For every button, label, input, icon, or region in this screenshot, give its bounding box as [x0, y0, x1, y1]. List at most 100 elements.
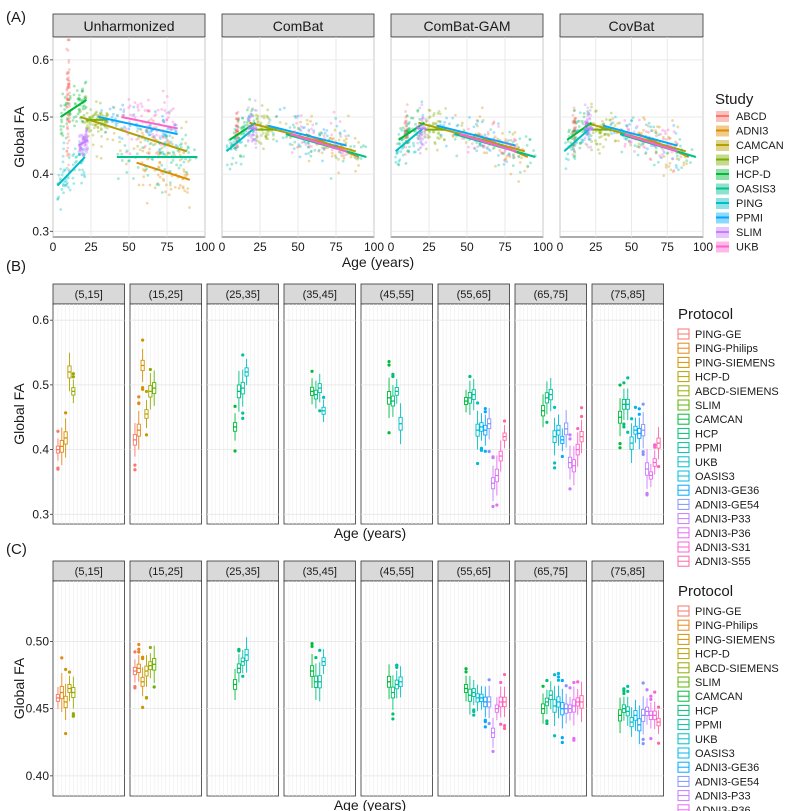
point-ping [570, 148, 574, 152]
point-adni3 [649, 158, 653, 162]
point-oasis3 [155, 183, 159, 186]
point-hcp-d [81, 87, 84, 91]
point-camcan [182, 151, 186, 155]
point-oasis3 [364, 145, 368, 149]
point-camcan [305, 118, 309, 122]
point-oasis3 [502, 162, 506, 166]
point-oasis3 [512, 153, 515, 157]
point-hcp [598, 152, 601, 155]
x-tick-label: 25 [84, 240, 98, 254]
point-abcd [235, 124, 238, 127]
point-hcp [99, 111, 103, 115]
point-ping [233, 127, 237, 131]
point-ping [584, 123, 588, 126]
point-ping [56, 197, 60, 201]
point-adni3 [641, 142, 645, 145]
point-hcp-d [68, 95, 72, 98]
point-ppmi [492, 131, 496, 134]
point-oasis3 [525, 143, 529, 147]
point-abcd [572, 119, 576, 123]
point-oasis3 [158, 150, 162, 154]
point-hcp-d [570, 132, 574, 136]
point-abcd [404, 136, 408, 140]
point-hcp-d [418, 117, 422, 121]
point-ping [59, 208, 63, 211]
point-camcan [309, 150, 313, 154]
point-hcp [428, 130, 432, 134]
point-abcd [67, 79, 71, 83]
point-hcp [604, 138, 608, 141]
point-ping [73, 161, 77, 164]
point-ppmi [335, 144, 339, 148]
point-ukb [470, 142, 474, 146]
outlier-point [656, 705, 661, 709]
point-oasis3 [285, 135, 288, 139]
outlier-point [541, 684, 545, 688]
point-ukb [643, 146, 647, 150]
point-camcan [617, 139, 620, 143]
point-slim [85, 151, 88, 154]
point-abcd [403, 122, 407, 126]
point-hcp-d [581, 130, 585, 134]
point-ukb [149, 117, 153, 121]
point-camcan [178, 158, 182, 162]
point-oasis3 [481, 144, 485, 148]
point-slim [586, 120, 589, 124]
point-ukb [341, 151, 345, 155]
point-hcp-d [68, 112, 72, 116]
point-hcp [437, 109, 441, 113]
point-ppmi [662, 151, 666, 154]
point-hcp-d [237, 136, 241, 140]
point-abcd [66, 113, 70, 117]
point-slim [80, 152, 84, 156]
point-slim [252, 133, 256, 137]
point-slim [81, 137, 85, 141]
point-hcp-d [59, 132, 63, 136]
point-slim [86, 147, 89, 151]
point-camcan [149, 141, 153, 145]
outlier-point [560, 740, 564, 745]
point-ukb [146, 128, 150, 131]
point-camcan [151, 135, 155, 139]
point-hcp [85, 111, 89, 115]
point-slim [84, 143, 88, 147]
point-ping [407, 128, 411, 131]
point-hcp-d [589, 124, 593, 127]
outlier-point [622, 689, 626, 693]
point-ukb [514, 147, 518, 151]
point-adni3 [508, 155, 512, 159]
point-ukb [495, 140, 498, 144]
point-hcp-d [251, 114, 254, 117]
point-ukb [170, 108, 173, 112]
point-ukb [338, 120, 342, 123]
point-ukb [290, 151, 294, 154]
fit-line-ping [394, 127, 424, 153]
point-abcd [65, 94, 69, 98]
point-ping [82, 154, 86, 158]
point-slim [421, 116, 424, 120]
point-slim [246, 139, 250, 143]
point-slim [420, 133, 424, 137]
point-oasis3 [293, 114, 297, 118]
point-hcp [99, 123, 103, 127]
point-ping [564, 157, 568, 161]
point-hcp-d [59, 104, 63, 108]
point-slim [78, 145, 82, 149]
outlier-point [637, 407, 641, 411]
point-slim [587, 132, 591, 136]
point-hcp-d [64, 101, 68, 105]
point-abcd [66, 146, 70, 150]
point-camcan [320, 151, 324, 155]
point-slim [246, 132, 250, 136]
point-hcp-d [72, 93, 76, 97]
outlier-point [576, 680, 580, 684]
facet-title-bin: (65,75] [534, 566, 568, 578]
point-hcp [605, 132, 609, 136]
point-ping [61, 182, 65, 186]
point-oasis3 [518, 170, 522, 174]
point-hcp [85, 127, 88, 130]
point-hcp [428, 135, 432, 139]
point-camcan [96, 125, 100, 129]
y-tick-label: 0.6 [32, 53, 49, 67]
point-ping [576, 119, 580, 123]
